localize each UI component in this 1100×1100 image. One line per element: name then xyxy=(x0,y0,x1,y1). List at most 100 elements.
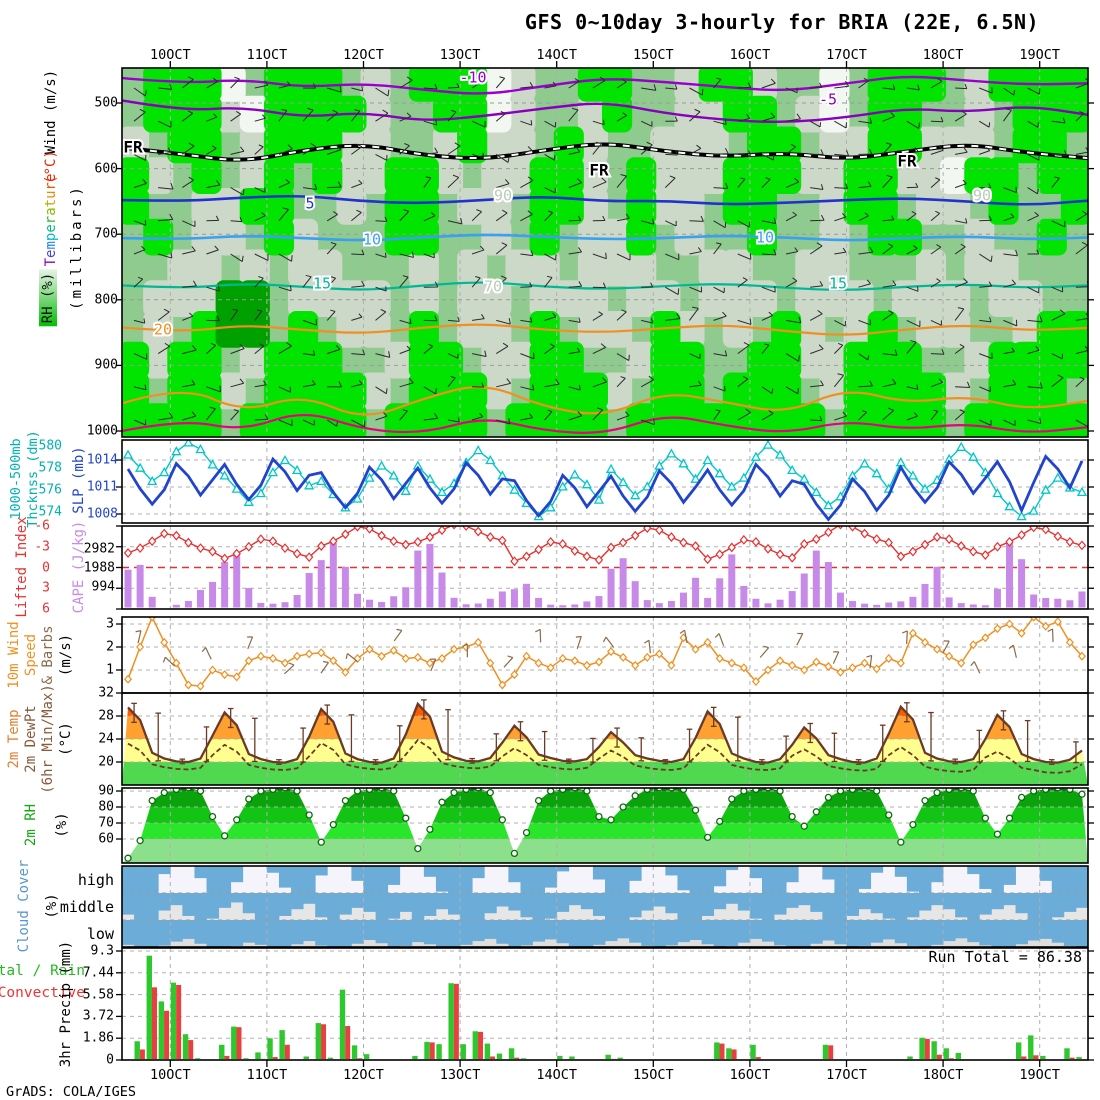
x-day-label-bottom-2: 12OCT xyxy=(343,1067,384,1083)
temperature-letter: T xyxy=(43,257,59,267)
p2-slp-tick-1014: 1014 xyxy=(86,452,118,468)
p1-tick-600: 600 xyxy=(94,161,118,177)
svg-text:10: 10 xyxy=(363,231,381,249)
p2-slp-tick-1008: 1008 xyxy=(86,506,118,522)
temperature-letter: t xyxy=(43,198,59,208)
p3-li-tick--3: -3 xyxy=(34,539,50,555)
x-day-label-top-8: 18OCT xyxy=(922,47,964,63)
p8-tick-1.86: 1.86 xyxy=(82,1030,114,1046)
axis-label-pct-rh: (%) xyxy=(54,812,70,838)
p8-tick-0: 0 xyxy=(106,1052,114,1068)
svg-text:15: 15 xyxy=(313,275,331,293)
p1-tick-1000: 1000 xyxy=(86,423,118,439)
x-day-label-bottom-9: 19OCT xyxy=(1019,1067,1061,1083)
x-day-label-top-4: 14OCT xyxy=(536,47,578,63)
x-day-label-top-5: 15OCT xyxy=(632,47,674,63)
p2-thk-tick-580: 580 xyxy=(38,438,62,454)
run-total-text: Run Total = 86.38 xyxy=(928,948,1082,966)
legend-total-rain: Total / Rain xyxy=(0,963,85,979)
axis-label-degc-2m: (°C) xyxy=(58,722,74,756)
p7-row-label-middle: middle xyxy=(59,897,114,916)
axis-label-lifted-index: Lifted Index xyxy=(14,516,30,618)
x-day-label-bottom-8: 18OCT xyxy=(922,1067,964,1083)
x-day-label-top-6: 16OCT xyxy=(729,47,771,63)
x-day-label-bottom-0: 10OCT xyxy=(149,1067,191,1083)
x-day-label-top-2: 12OCT xyxy=(343,47,384,63)
svg-text:15: 15 xyxy=(829,275,847,293)
axis-label-thickness-1: 1000-500mb xyxy=(8,438,24,520)
svg-text:FR: FR xyxy=(123,138,143,157)
p8-tick-7.44: 7.44 xyxy=(82,965,114,981)
p3-li-tick-0: 0 xyxy=(42,560,50,575)
axis-label-2m-dewpt: 2m DewPt xyxy=(23,705,39,773)
axis-label-wind: Wind (m/s) xyxy=(43,69,59,155)
x-day-label-top-7: 17OCT xyxy=(826,47,867,63)
p8-tick-9.3: 9.3 xyxy=(90,943,114,959)
p6-tick-90: 90 xyxy=(98,783,114,799)
p2-thk-tick-576: 576 xyxy=(38,482,62,498)
svg-text:-10: -10 xyxy=(459,69,486,87)
temperature-letter: e xyxy=(43,249,59,258)
svg-text:5: 5 xyxy=(305,195,314,213)
temperature-letter: u xyxy=(43,190,59,199)
axis-label-minmax: (6hr Min/Max) xyxy=(40,684,56,794)
x-day-label-bottom-6: 16OCT xyxy=(729,1067,771,1083)
p1-tick-900: 900 xyxy=(94,357,118,373)
p7-row-label-high: high xyxy=(77,870,114,889)
x-day-label-bottom-7: 17OCT xyxy=(826,1067,867,1083)
axis-label-millibars: (millibars) xyxy=(69,184,85,310)
temperature-letter: a xyxy=(43,207,59,216)
p3-li-tick-3: 3 xyxy=(42,580,50,596)
x-day-label-top-0: 10OCT xyxy=(149,47,191,63)
p5-tick-32: 32 xyxy=(98,685,114,701)
svg-text:10: 10 xyxy=(756,229,774,247)
p6-tick-80: 80 xyxy=(98,799,114,815)
x-day-label-top-3: 13OCT xyxy=(439,47,481,63)
axis-label-pct-cloud: (%) xyxy=(44,893,60,919)
p3-cape-tick-994: 994 xyxy=(91,579,115,595)
p3-cape-tick-2982: 2982 xyxy=(83,541,115,557)
temperature-letter: r xyxy=(43,215,59,225)
x-day-label-top-1: 11OCT xyxy=(246,47,288,63)
page-title: GFS 0~10day 3-hourly for BRIA (22E, 6.5N… xyxy=(524,10,1040,34)
axis-label-temperature: Temperature xyxy=(43,174,59,267)
x-day-label-bottom-3: 13OCT xyxy=(439,1067,481,1083)
p5-tick-24: 24 xyxy=(98,731,114,747)
grads-credit: GrADS: COLA/IGES xyxy=(6,1084,137,1100)
x-day-label-top-9: 19OCT xyxy=(1019,47,1061,63)
svg-text:90: 90 xyxy=(973,187,991,205)
x-day-label-bottom-1: 11OCT xyxy=(246,1067,288,1083)
axis-label-2m-rh: 2m RH xyxy=(23,803,39,847)
p1-tick-800: 800 xyxy=(94,292,118,308)
axis-label-10m-wind: 10m Wind xyxy=(6,621,22,689)
p1-tick-500: 500 xyxy=(94,95,118,111)
p3-li-tick--6: -6 xyxy=(34,518,50,534)
p5-tick-20: 20 xyxy=(98,754,114,770)
p4-tick-1: 1 xyxy=(106,662,114,678)
svg-text:FR: FR xyxy=(589,161,609,180)
wind10m-panel xyxy=(122,617,1088,693)
axis-label-precip: 3hr Precip (mm) xyxy=(58,940,74,1068)
p1-tick-700: 700 xyxy=(94,226,118,242)
temperature-letter: p xyxy=(43,232,59,242)
svg-text:-5: -5 xyxy=(819,91,837,109)
rh2m-panel xyxy=(122,788,1088,863)
p4-tick-3: 3 xyxy=(106,616,114,632)
svg-text:FR: FR xyxy=(897,152,917,171)
temperature-letter: e xyxy=(43,173,59,183)
axis-label-speed: Speed xyxy=(23,633,39,677)
legend-convective: Convective xyxy=(0,985,85,1001)
p4-tick-2: 2 xyxy=(106,639,114,655)
axis-label-barbs: & Barbs xyxy=(40,625,56,685)
li-cape-panel xyxy=(122,526,1088,609)
cloud-cover-panel xyxy=(122,866,1088,947)
p3-cape-tick-1988: 1988 xyxy=(83,560,115,576)
svg-text:90: 90 xyxy=(494,187,512,205)
p2-thk-tick-578: 578 xyxy=(38,460,62,476)
x-day-label-bottom-4: 14OCT xyxy=(536,1067,578,1083)
temperature-letter: e xyxy=(43,224,59,233)
p2-slp-tick-1011: 1011 xyxy=(86,479,118,495)
p5-tick-28: 28 xyxy=(98,708,114,724)
